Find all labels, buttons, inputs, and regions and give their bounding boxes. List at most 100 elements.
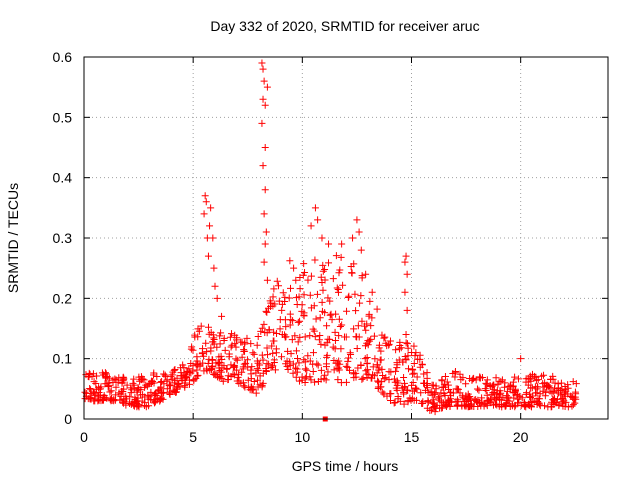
data-point [442, 400, 450, 408]
data-point [349, 234, 357, 242]
data-point [354, 322, 362, 330]
data-point [257, 327, 265, 335]
data-point [213, 294, 221, 302]
data-point [401, 383, 409, 391]
data-point [507, 381, 515, 389]
data-point [107, 387, 115, 395]
data-point [498, 376, 506, 384]
data-point [531, 372, 539, 380]
data-point [81, 388, 89, 396]
data-point [301, 379, 309, 387]
data-point [282, 360, 290, 368]
data-point [157, 383, 165, 391]
data-point [373, 305, 381, 313]
data-point [482, 379, 490, 387]
data-point [147, 392, 155, 400]
data-point [400, 373, 408, 381]
data-point [163, 385, 171, 393]
data-point [304, 276, 312, 284]
data-point [309, 349, 317, 357]
data-point [215, 374, 223, 382]
data-point [337, 253, 345, 261]
data-point [572, 380, 580, 388]
data-point [375, 341, 383, 349]
data-point [231, 331, 239, 339]
data-point [190, 376, 198, 384]
data-point [550, 401, 558, 409]
data-point [301, 365, 309, 373]
data-point [271, 300, 279, 308]
data-point [118, 387, 126, 395]
data-point [218, 312, 226, 320]
data-point [151, 398, 159, 406]
data-point [114, 379, 122, 387]
data-point [328, 316, 336, 324]
data-point [533, 400, 541, 408]
data-point [278, 353, 286, 361]
data-points [81, 59, 580, 422]
data-point [342, 333, 350, 341]
data-point [230, 362, 238, 370]
data-point [306, 373, 314, 381]
data-point [451, 369, 459, 377]
data-point [111, 375, 119, 383]
data-point [260, 320, 268, 328]
data-point [347, 263, 355, 271]
data-point [510, 394, 518, 402]
data-point [263, 276, 271, 284]
data-point [469, 375, 477, 383]
data-point [301, 333, 309, 341]
data-point [465, 393, 473, 401]
data-point [357, 246, 365, 254]
data-point [253, 341, 261, 349]
data-point [402, 356, 410, 364]
data-point [163, 377, 171, 385]
data-point [278, 306, 286, 314]
data-point [326, 311, 334, 319]
data-point [227, 330, 235, 338]
y-tick-label: 0.2 [53, 290, 73, 306]
data-point [107, 394, 115, 402]
data-point [208, 356, 216, 364]
data-point [541, 402, 549, 410]
data-point [382, 339, 390, 347]
y-tick-label: 0 [64, 411, 72, 427]
data-point [261, 329, 269, 337]
data-point [311, 204, 319, 212]
data-point [202, 198, 210, 206]
data-point [140, 376, 148, 384]
y-tick-label: 0.5 [53, 109, 73, 125]
data-point [238, 353, 246, 361]
data-point [304, 352, 312, 360]
data-point [321, 276, 329, 284]
x-tick-labels: 0 5 10 15 20 [80, 429, 529, 445]
data-point [353, 344, 361, 352]
data-point [514, 395, 522, 403]
data-point [307, 222, 315, 230]
data-point [528, 384, 536, 392]
data-point [292, 364, 300, 372]
data-point [275, 282, 283, 290]
data-point [294, 338, 302, 346]
data-point [323, 353, 331, 361]
y-tick-label: 0.4 [53, 170, 73, 186]
data-point [496, 387, 504, 395]
x-tick-label: 5 [189, 429, 197, 445]
data-point [375, 364, 383, 372]
data-point [350, 325, 358, 333]
data-point [325, 240, 333, 248]
data-point [206, 366, 214, 374]
data-point [260, 210, 268, 218]
data-point [258, 119, 266, 127]
data-point [260, 258, 268, 266]
data-point [404, 365, 412, 373]
data-point [247, 340, 255, 348]
data-point [357, 292, 365, 300]
data-point [271, 366, 279, 374]
data-point [317, 273, 325, 281]
data-point [267, 363, 275, 371]
data-point [362, 270, 370, 278]
grid [84, 57, 608, 419]
data-point [362, 326, 370, 334]
data-point [395, 345, 403, 353]
